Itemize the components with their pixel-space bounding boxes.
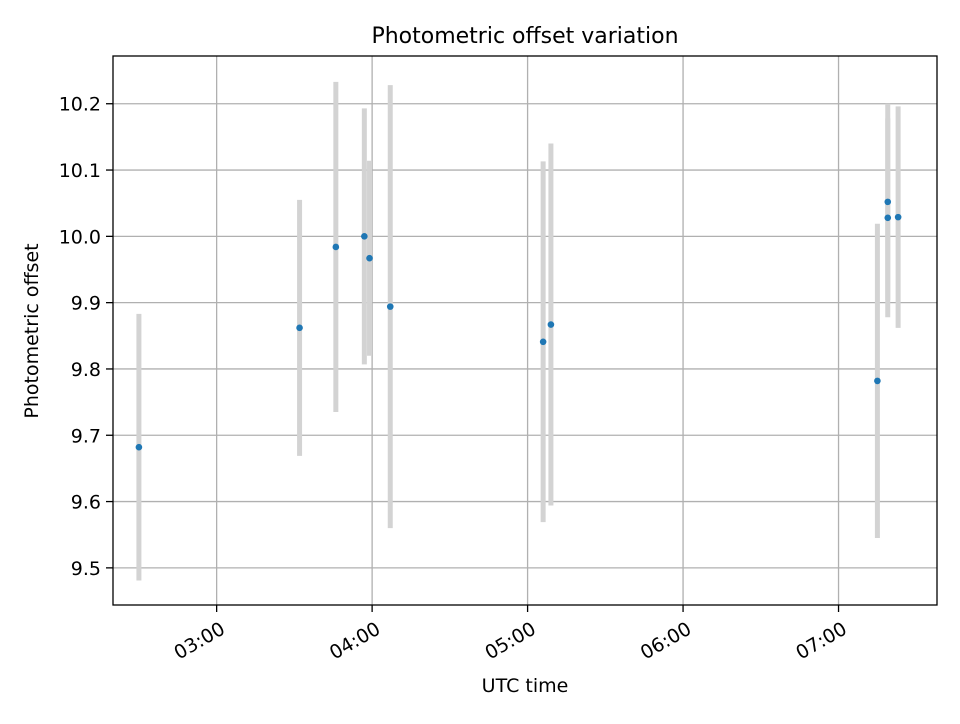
y-tick-label: 9.7 — [71, 425, 101, 447]
data-point — [366, 254, 373, 262]
y-tick-label: 10.2 — [59, 94, 101, 116]
data-point — [332, 243, 340, 251]
x-axis-label: UTC time — [482, 675, 569, 697]
data-point — [539, 338, 547, 346]
data-point — [884, 198, 892, 206]
data-point — [874, 377, 881, 385]
data-point — [894, 213, 902, 221]
y-tick-label: 9.6 — [71, 492, 101, 514]
y-tick-label: 9.5 — [71, 558, 101, 580]
x-tick-label: 04:00 — [326, 618, 384, 664]
y-tick-label: 10.1 — [59, 160, 101, 182]
data-point — [884, 214, 892, 222]
data-points — [135, 198, 902, 451]
data-point — [296, 324, 303, 332]
y-tick-label: 9.9 — [71, 293, 101, 315]
chart-title: Photometric offset variation — [371, 24, 678, 49]
data-point — [135, 443, 143, 451]
x-tick-label: 07:00 — [792, 618, 850, 664]
x-tick-label: 06:00 — [637, 618, 695, 664]
data-point — [547, 321, 555, 328]
grid-lines — [113, 56, 937, 605]
y-tick-label: 10.0 — [59, 226, 101, 248]
axis-ticks: 9.5 9.6 9.7 9.8 9.9 10.0 10.1 10.2 03:00 04:00 05:… — [59, 94, 851, 664]
data-point — [386, 303, 394, 310]
x-tick-label: 05:00 — [481, 618, 539, 664]
error-bars — [136, 81, 901, 581]
plot-area-frame — [112, 55, 938, 606]
y-axis-label: Photometric offset — [21, 243, 43, 418]
data-point — [361, 233, 368, 240]
x-tick-label: 03:00 — [170, 618, 228, 664]
y-tick-label: 9.8 — [71, 359, 101, 381]
